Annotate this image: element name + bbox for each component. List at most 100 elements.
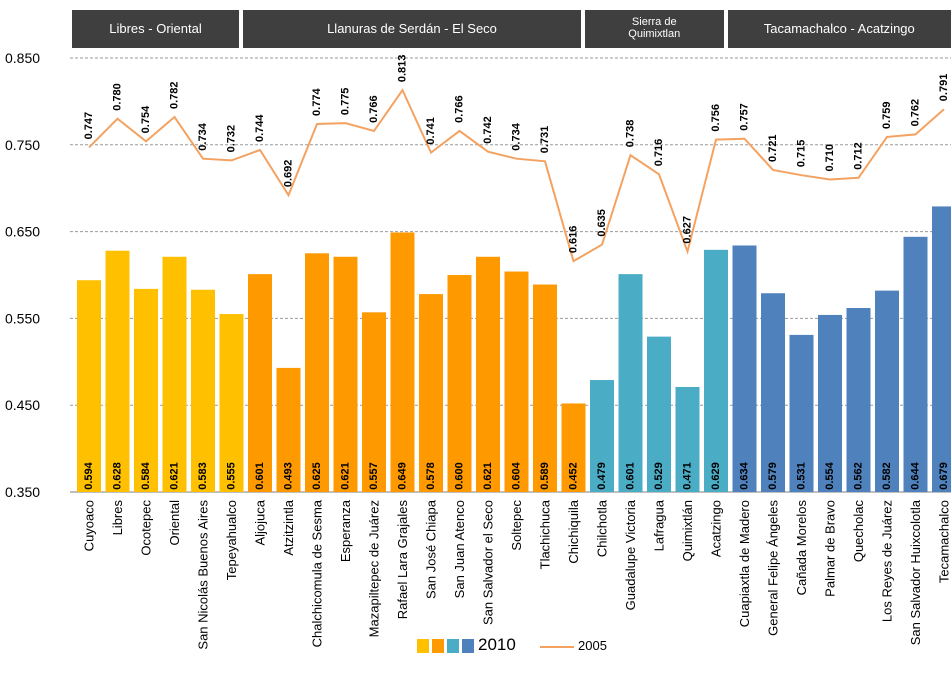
line-value-label-15: 0.734 — [511, 122, 523, 150]
bar-1 — [105, 250, 130, 492]
line-value-label-20: 0.716 — [653, 139, 665, 167]
bar-value-label-19: 0.601 — [625, 462, 637, 490]
x-tick-label-3: Oriental — [167, 500, 182, 546]
line-value-label-18: 0.635 — [596, 209, 608, 237]
bar-6 — [248, 274, 272, 492]
line-value-label-25: 0.715 — [796, 140, 808, 168]
x-tick-label-28: Los Reyes de Juárez — [880, 500, 895, 622]
bar-5 — [219, 314, 244, 492]
x-tick-label-6: Aljojuca — [253, 499, 268, 545]
x-tick-label-7: Atzitzintla — [281, 499, 296, 555]
bar-7 — [276, 367, 301, 492]
bar-26 — [818, 314, 842, 492]
line-value-label-10: 0.766 — [368, 95, 380, 123]
legend: 2010 2005 — [0, 633, 951, 657]
x-tick-label-30: Tecamachalco — [937, 500, 951, 583]
x-tick-label-14: San Salvador el Seco — [481, 500, 496, 625]
y-tick-label-4: 0.450 — [5, 397, 40, 413]
legend-swatch-region-1 — [417, 639, 429, 653]
line-value-label-14: 0.742 — [482, 116, 494, 144]
legend-line-2005 — [540, 646, 574, 648]
line-value-label-5: 0.732 — [226, 125, 238, 153]
line-value-label-19: 0.738 — [625, 120, 637, 148]
bar-value-label-23: 0.634 — [739, 461, 751, 489]
line-series-2005 — [88, 88, 945, 263]
bar-value-label-5: 0.555 — [226, 462, 238, 490]
x-tick-label-17: Chichiquila — [566, 499, 581, 563]
bar-29 — [903, 236, 928, 492]
x-tick-label-0: Cuyoaco — [82, 500, 97, 551]
bar-value-label-6: 0.601 — [254, 462, 266, 490]
bar-9 — [333, 256, 358, 492]
bar-28 — [875, 290, 899, 492]
bar-value-label-17: 0.452 — [568, 462, 580, 490]
line-value-label-4: 0.734 — [197, 122, 209, 150]
bar-value-label-8: 0.625 — [311, 462, 323, 490]
y-tick-label-0: 0.850 — [5, 50, 40, 66]
line-value-label-2: 0.754 — [140, 105, 152, 133]
line-value-label-30: 0.791 — [938, 74, 950, 102]
bar-4 — [191, 289, 215, 492]
bar-14 — [476, 256, 500, 492]
bar-value-label-22: 0.629 — [710, 462, 722, 490]
bar-value-label-9: 0.621 — [340, 462, 352, 490]
bar-20 — [647, 336, 671, 492]
bar-2 — [134, 288, 158, 492]
x-tick-label-10: Mazapiltepec de Juárez — [367, 500, 382, 637]
bar-value-label-29: 0.644 — [910, 461, 922, 489]
bar-value-label-20: 0.529 — [653, 462, 665, 490]
line-value-label-16: 0.731 — [539, 126, 551, 154]
x-tick-label-5: Tepeyahualco — [224, 500, 239, 580]
x-tick-label-20: Lafragua — [652, 499, 667, 551]
bar-value-label-18: 0.479 — [596, 462, 608, 490]
x-tick-label-12: San José Chiapa — [424, 499, 439, 599]
bar-10 — [362, 312, 386, 492]
bar-22 — [704, 249, 728, 492]
bar-13 — [447, 275, 472, 492]
line-value-label-6: 0.744 — [254, 114, 266, 142]
legend-label-2005: 2005 — [578, 638, 607, 653]
bar-30 — [932, 206, 951, 493]
line-value-label-9: 0.775 — [340, 88, 352, 116]
line-value-label-28: 0.759 — [881, 101, 893, 129]
x-tick-label-26: Palmar de Bravo — [823, 500, 838, 597]
region-header-1: Libres - Oriental — [72, 10, 239, 48]
bar-0 — [77, 280, 101, 492]
line-value-label-17: 0.616 — [568, 226, 580, 254]
x-tick-label-11: Rafael Lara Grajales — [395, 500, 410, 620]
bar-value-label-0: 0.594 — [83, 461, 95, 489]
x-tick-label-9: Esperanza — [338, 499, 353, 562]
line-value-label-1: 0.780 — [112, 83, 124, 111]
y-tick-label-1: 0.750 — [5, 137, 40, 153]
bar-value-label-1: 0.628 — [112, 462, 124, 490]
legend-swatch-region-4 — [462, 639, 474, 653]
bar-value-label-12: 0.578 — [425, 462, 437, 490]
x-tick-label-25: Cañada Morelos — [794, 500, 809, 596]
bar-3 — [162, 256, 187, 492]
x-tick-label-19: Guadalupe Victoria — [623, 499, 638, 610]
x-tick-label-1: Libres — [110, 500, 125, 536]
legend-swatch-region-2 — [432, 639, 444, 653]
y-tick-label-2: 0.650 — [5, 224, 40, 240]
bar-12 — [419, 294, 443, 492]
bar-value-label-4: 0.583 — [197, 462, 209, 490]
y-tick-label-5: 0.350 — [5, 484, 40, 500]
line-value-label-22: 0.756 — [710, 104, 722, 132]
x-tick-label-18: Chilchotla — [595, 499, 610, 557]
bar-value-label-15: 0.604 — [511, 461, 523, 489]
line-value-label-26: 0.710 — [824, 144, 836, 172]
line-value-label-12: 0.741 — [425, 117, 437, 145]
bar-value-label-26: 0.554 — [824, 461, 836, 489]
x-tick-label-13: San Juan Atenco — [452, 500, 467, 598]
region-header-2: Llanuras de Serdán - El Seco — [243, 10, 581, 48]
line-value-label-21: 0.627 — [682, 216, 694, 244]
x-tick-label-22: Acatzingo — [709, 500, 724, 557]
legend-swatch-region-3 — [447, 639, 459, 653]
bar-value-label-10: 0.557 — [368, 462, 380, 490]
bar-19 — [618, 274, 643, 492]
bar-18 — [590, 380, 614, 492]
line-value-label-24: 0.721 — [767, 134, 779, 162]
bar-24 — [761, 293, 785, 492]
y-tick-label-3: 0.550 — [5, 310, 40, 326]
